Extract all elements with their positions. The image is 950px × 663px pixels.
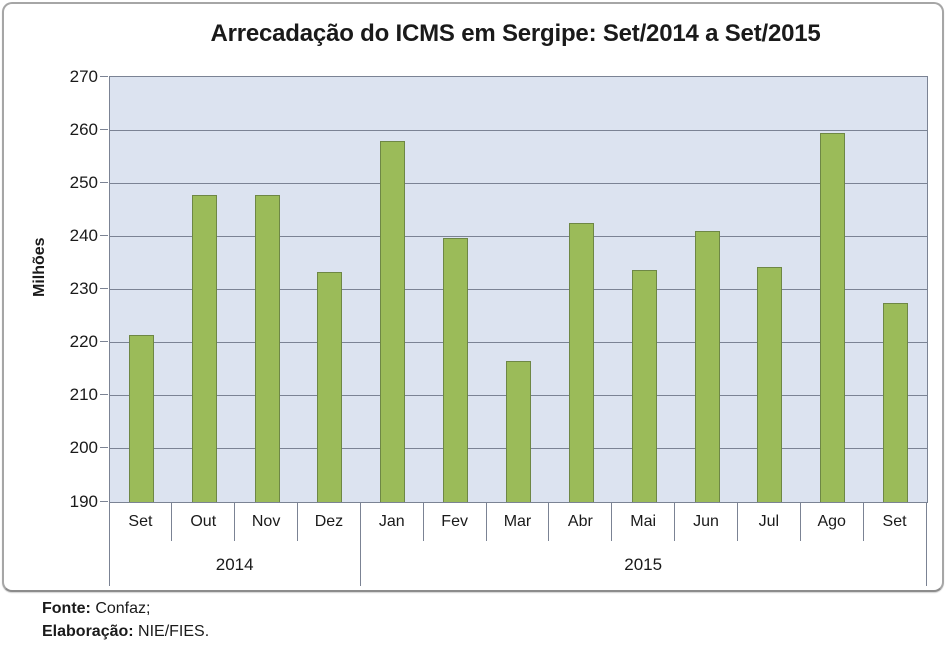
- bar-dez-3: [317, 271, 343, 502]
- x-tick-label-mai: Mai: [630, 513, 657, 530]
- gridline: [110, 235, 927, 237]
- x-tick-label-ago: Ago: [817, 513, 846, 530]
- y-tick-label: 190: [69, 491, 98, 511]
- bar-abr-7: [568, 223, 594, 502]
- y-tick-label: 260: [69, 119, 98, 139]
- month-separator: [548, 502, 550, 541]
- y-tick-label: 210: [69, 385, 98, 405]
- elaboration-line: Elaboração: NIE/FIES.: [42, 620, 209, 643]
- y-tick-mark: [100, 234, 108, 236]
- bar-mar-6: [506, 360, 531, 502]
- x-tick-label-jul: Jul: [758, 513, 780, 530]
- month-separator: [422, 502, 424, 541]
- year-label-2015: 2015: [624, 555, 663, 574]
- bar-mai-8: [631, 269, 657, 502]
- month-separator: [736, 502, 738, 541]
- bar-set-0: [128, 334, 154, 502]
- bar-nov-2: [254, 195, 280, 502]
- x-tick-label-set: Set: [882, 513, 907, 530]
- x-tick-label-nov: Nov: [251, 513, 281, 530]
- y-tick-mark: [100, 341, 108, 343]
- plot-area: [109, 76, 928, 503]
- x-tick-label-jan: Jan: [378, 513, 405, 530]
- y-tick-mark: [100, 75, 108, 77]
- elaboration-label: Elaboração:: [42, 623, 134, 640]
- bar-set-12: [883, 303, 909, 502]
- month-separator: [297, 502, 299, 541]
- gridline: [110, 182, 927, 184]
- year-group-separator: [108, 502, 110, 586]
- x-tick-label-fev: Fev: [441, 513, 468, 530]
- source-value: Confaz;: [90, 600, 151, 617]
- month-separator: [862, 502, 864, 541]
- bar-ago-11: [820, 133, 846, 502]
- source-line: Fonte: Confaz;: [42, 597, 209, 620]
- bar-out-1: [191, 195, 217, 502]
- year-label-2014: 2014: [215, 555, 254, 574]
- month-separator: [799, 502, 801, 541]
- bar-jan-4: [380, 141, 406, 502]
- x-tick-label-dez: Dez: [314, 513, 344, 530]
- month-separator: [611, 502, 613, 541]
- y-tick-label: 220: [69, 332, 98, 352]
- chart-title: Arrecadação do ICMS em Sergipe: Set/2014…: [210, 20, 821, 47]
- bar-jul-10: [757, 267, 783, 502]
- gridline: [110, 289, 927, 290]
- month-separator: [674, 502, 676, 541]
- y-tick-label: 250: [69, 172, 98, 192]
- bar-jun-9: [694, 231, 720, 502]
- y-tick-mark: [100, 288, 108, 289]
- y-tick-label: 270: [69, 66, 98, 86]
- y-tick-mark: [100, 394, 108, 396]
- bar-fev-5: [443, 237, 469, 502]
- month-separator: [171, 502, 173, 541]
- y-tick-mark: [100, 181, 108, 183]
- year-group-separator: [925, 502, 927, 586]
- gridline: [110, 342, 927, 344]
- year-group-separator: [359, 502, 361, 586]
- chart-frame: Arrecadação do ICMS em Sergipe: Set/2014…: [2, 2, 944, 592]
- y-tick-label: 200: [69, 438, 98, 458]
- y-tick-label: 230: [69, 279, 98, 298]
- month-separator: [485, 502, 487, 541]
- y-tick-mark: [100, 128, 108, 130]
- source-label: Fonte:: [42, 600, 91, 617]
- x-tick-label-jun: Jun: [693, 513, 719, 530]
- source-note: Fonte: Confaz; Elaboração: NIE/FIES.: [42, 597, 209, 643]
- gridline: [110, 129, 927, 131]
- elaboration-value: NIE/FIES.: [133, 623, 210, 640]
- y-tick-label: 240: [69, 225, 98, 245]
- x-tick-label-mar: Mar: [503, 513, 532, 530]
- x-tick-label-set: Set: [128, 513, 153, 530]
- x-tick-label-out: Out: [190, 513, 217, 530]
- y-tick-mark: [100, 500, 108, 502]
- month-separator: [234, 502, 236, 541]
- y-tick-mark: [100, 447, 108, 449]
- x-tick-label-abr: Abr: [567, 513, 593, 530]
